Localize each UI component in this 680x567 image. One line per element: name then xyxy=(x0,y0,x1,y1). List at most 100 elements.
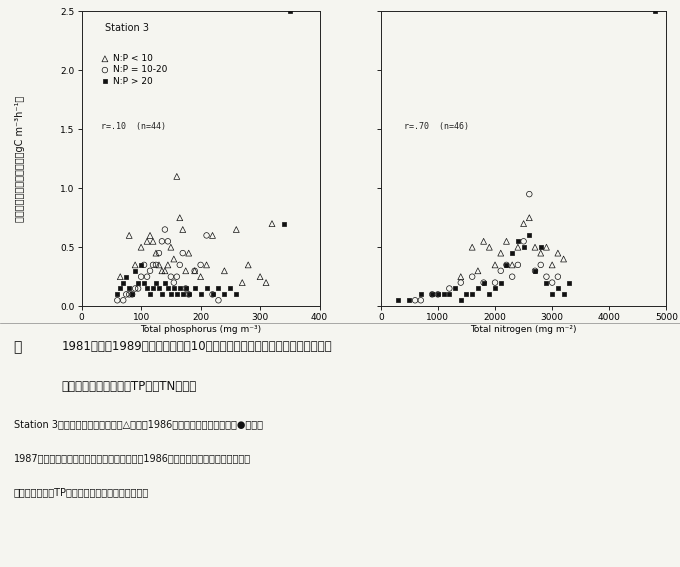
Text: の光合成速度がTPと相関していないのが分かる。: の光合成速度がTPと相関していないのが分かる。 xyxy=(14,488,149,498)
Point xyxy=(415,296,426,305)
Point xyxy=(180,266,191,276)
Text: 図: 図 xyxy=(14,340,22,354)
Point xyxy=(518,243,529,252)
Point xyxy=(535,260,546,269)
Point xyxy=(432,290,443,299)
Point xyxy=(163,284,173,293)
Point xyxy=(564,278,575,287)
Point xyxy=(524,189,534,198)
Point xyxy=(649,7,660,16)
Point xyxy=(207,231,218,240)
Point xyxy=(541,278,552,287)
Text: r=.70  (n=46): r=.70 (n=46) xyxy=(404,122,469,132)
Point xyxy=(145,231,156,240)
Point xyxy=(231,290,242,299)
Point xyxy=(501,260,512,269)
Text: Station 3は高浜入り中央である。△は主に1986年以前の夏のデータで，●は主に: Station 3は高浜入り中央である。△は主に1986年以前の夏のデータで，●… xyxy=(14,420,262,430)
Point xyxy=(141,237,152,246)
Point xyxy=(201,284,212,293)
Point xyxy=(513,243,524,252)
Point xyxy=(552,248,563,257)
Point xyxy=(513,237,524,246)
Point xyxy=(490,278,500,287)
Text: 和状態の光合成速度とTP及びTNの関係: 和状態の光合成速度とTP及びTNの関係 xyxy=(61,380,197,393)
Point xyxy=(165,243,176,252)
Point xyxy=(121,272,132,281)
Text: r=.10  (n=44): r=.10 (n=44) xyxy=(101,122,166,132)
Point xyxy=(478,278,489,287)
Point xyxy=(195,272,206,281)
Point xyxy=(558,255,569,264)
Point xyxy=(118,278,129,287)
Point xyxy=(456,296,466,305)
Point xyxy=(150,260,161,269)
Point xyxy=(174,260,185,269)
Point xyxy=(115,284,126,293)
Point xyxy=(189,266,200,276)
Point xyxy=(254,272,265,281)
Point xyxy=(461,290,472,299)
Point xyxy=(473,284,483,293)
Text: 1987年以降の夏のデータと対応する。つまり1986年以前のデータでは光飽和状態: 1987年以降の夏のデータと対応する。つまり1986年以前のデータでは光飽和状態 xyxy=(14,454,251,464)
Point xyxy=(135,272,147,281)
Text: 1981年から1989年まで５月から10月（水温が律速にならない時期）の光飽: 1981年から1989年まで５月から10月（水温が律速にならない時期）の光飽 xyxy=(61,340,332,353)
Point xyxy=(154,260,165,269)
Point xyxy=(189,266,200,276)
Point xyxy=(183,248,194,257)
Point xyxy=(159,266,170,276)
Point xyxy=(171,290,182,299)
Point xyxy=(484,243,495,252)
Point xyxy=(507,248,517,257)
Point xyxy=(541,243,552,252)
Point xyxy=(183,290,194,299)
Point xyxy=(225,284,236,293)
Point xyxy=(201,260,212,269)
Point xyxy=(237,278,248,287)
Point xyxy=(518,219,529,228)
Point xyxy=(171,272,182,281)
Point xyxy=(159,225,170,234)
Point xyxy=(139,278,150,287)
Point xyxy=(552,272,563,281)
Point xyxy=(432,290,443,299)
Point xyxy=(456,278,466,287)
Point xyxy=(165,290,176,299)
Point xyxy=(163,260,173,269)
Point xyxy=(444,284,455,293)
Point xyxy=(530,243,541,252)
Point xyxy=(154,284,165,293)
Point xyxy=(438,290,449,299)
Point xyxy=(524,213,534,222)
Point xyxy=(207,290,218,299)
Point xyxy=(135,243,147,252)
Point xyxy=(547,278,558,287)
Point xyxy=(404,296,415,305)
Point xyxy=(501,260,512,269)
Point xyxy=(518,237,529,246)
Point xyxy=(513,260,524,269)
Point xyxy=(535,248,546,257)
Point xyxy=(507,272,517,281)
Point xyxy=(530,266,541,276)
Point xyxy=(501,237,512,246)
Point xyxy=(415,290,426,299)
Point xyxy=(130,284,141,293)
Point xyxy=(219,266,230,276)
Point xyxy=(165,272,176,281)
Point xyxy=(392,296,403,305)
Point xyxy=(156,237,167,246)
Point xyxy=(145,266,156,276)
Point xyxy=(552,284,563,293)
Point xyxy=(150,248,161,257)
Text: Station 3: Station 3 xyxy=(105,23,150,33)
Point xyxy=(490,284,500,293)
Point xyxy=(547,260,558,269)
Point xyxy=(427,290,438,299)
Point xyxy=(473,266,483,276)
Point xyxy=(115,272,126,281)
Point xyxy=(118,296,129,305)
Text: 光飽和状態の光合成速度（gC m⁻³h⁻¹）: 光飽和状態の光合成速度（gC m⁻³h⁻¹） xyxy=(16,96,25,222)
Point xyxy=(243,260,254,269)
X-axis label: Total phosphorus (mg m⁻³): Total phosphorus (mg m⁻³) xyxy=(140,325,261,334)
Point xyxy=(449,284,460,293)
